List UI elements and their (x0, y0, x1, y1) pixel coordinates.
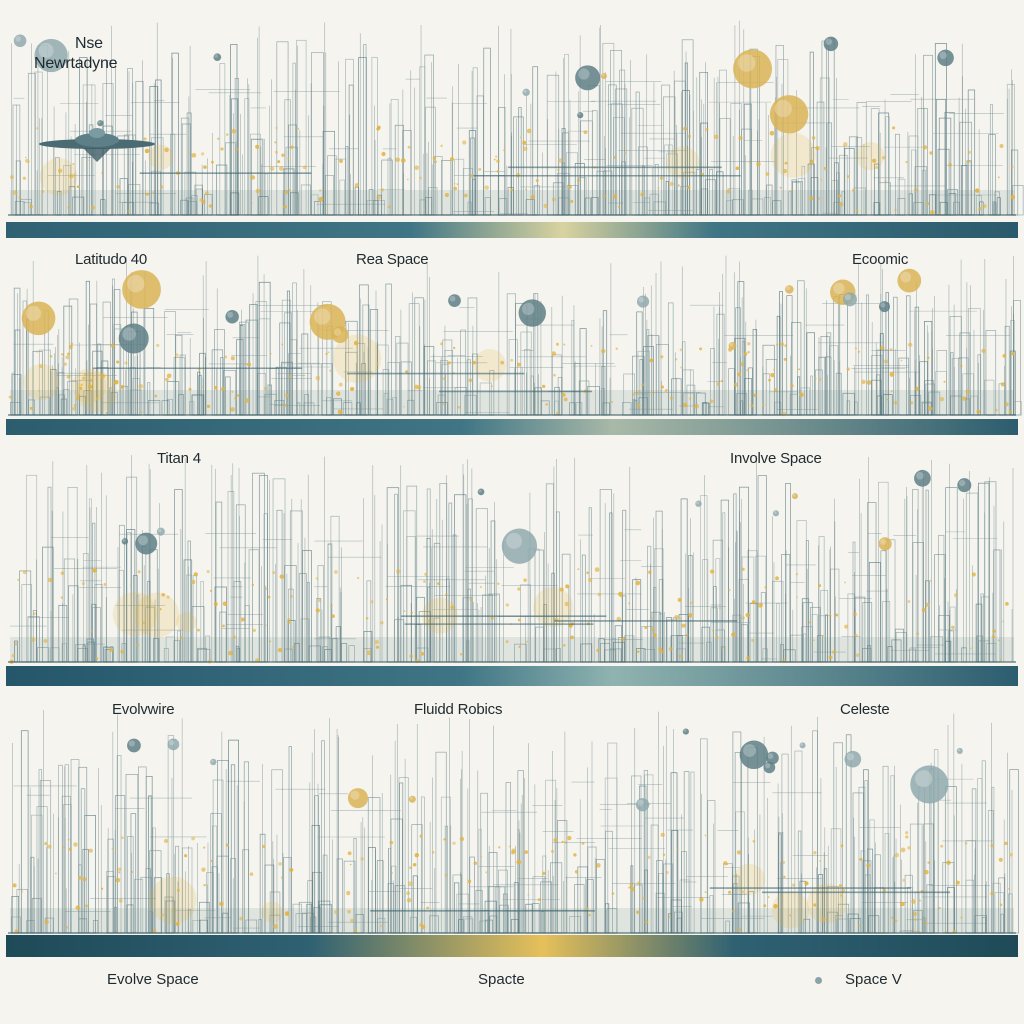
band-strip-1 (6, 222, 1018, 238)
cityscape-art-4 (8, 710, 1019, 935)
cityscape-row-1: Nse Newrtadyne (0, 0, 1024, 245)
flying-saucer-icon (39, 128, 155, 162)
footer-right-label: Space V (845, 971, 902, 988)
band-strip-3 (6, 666, 1018, 686)
row2-left-label: Latitudo 40 (75, 251, 148, 268)
cityscape-row-4: Evolvwire Fluidd Robics Celeste (0, 695, 1024, 965)
row4-mid-label: Fluidd Robics (414, 701, 503, 718)
cityscape-art-1 (8, 20, 1024, 216)
title-line-1: Nse (75, 35, 103, 52)
footer-dot-icon (815, 977, 822, 984)
band-strip-2 (6, 419, 1018, 435)
footer-mid-label: Spacte (478, 971, 525, 988)
row4-right-label: Celeste (840, 701, 890, 718)
footer-left-label: Evolve Space (107, 971, 199, 988)
cityscape-row-2: Latitudo 40 Rea Space Ecoomic (0, 245, 1024, 440)
band-strip-4 (6, 935, 1018, 957)
row3-left-label: Titan 4 (157, 450, 201, 467)
row3-right-label: Involve Space (730, 450, 822, 467)
cityscape-row-3: Titan 4 Involve Space (0, 440, 1024, 695)
row4-left-label: Evolvwire (112, 701, 175, 718)
title-line-2: Newrtadyne (34, 55, 118, 72)
cityscape-art-3 (8, 455, 1016, 664)
cityscape-art-2 (8, 255, 1022, 417)
row2-mid-label: Rea Space (356, 251, 429, 268)
row2-right-label: Ecoomic (852, 251, 909, 268)
